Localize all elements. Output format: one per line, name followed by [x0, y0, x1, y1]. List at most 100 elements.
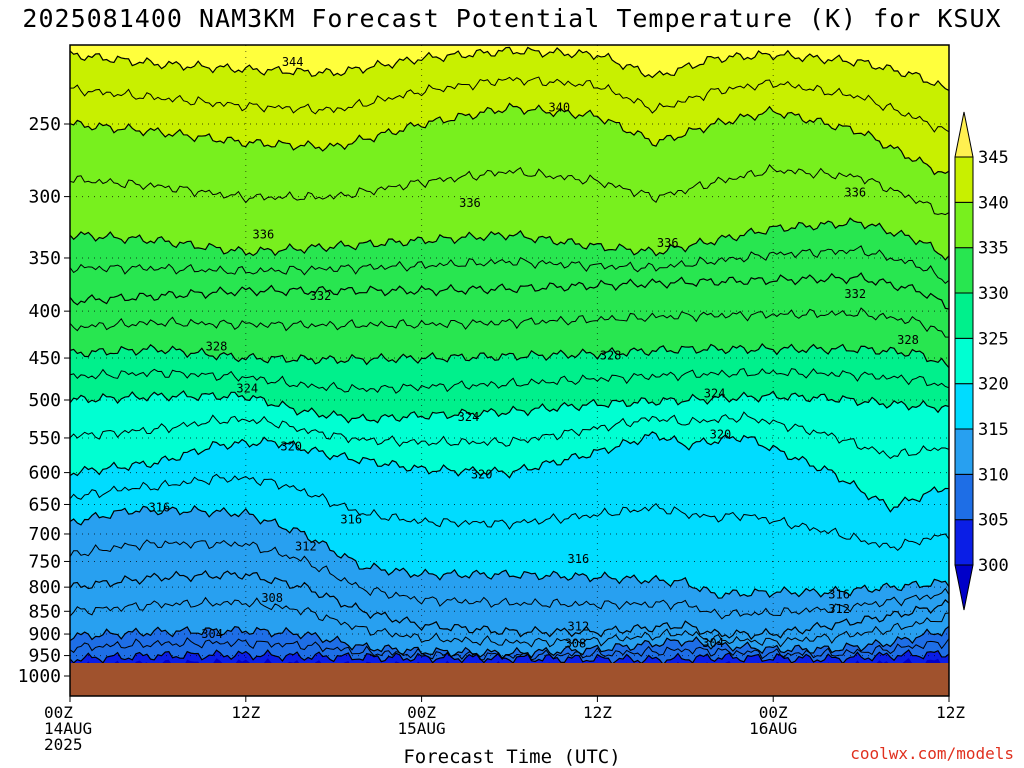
contour-label-320: 320 [710, 427, 732, 441]
colorbar-label-310: 310 [978, 465, 1009, 485]
isentrope-342 [70, 76, 949, 133]
contour-label-332: 332 [844, 287, 866, 301]
colorbar-segment-305 [954, 473, 974, 521]
isentrope-316 [70, 504, 949, 599]
contour-label-328: 328 [600, 348, 622, 362]
colorbar-segment-330 [954, 247, 974, 294]
y-tick-label-800: 800 [28, 577, 61, 598]
x-tick-label-0-1: 14AUG [44, 719, 92, 738]
x-axis-label: Forecast Time (UTC) [403, 746, 621, 768]
isentrope-306 [70, 637, 949, 661]
contour-label-320: 320 [471, 468, 493, 482]
contour-label-320: 320 [280, 440, 302, 454]
contour-label-336: 336 [459, 196, 481, 210]
contour-label-316: 316 [340, 512, 362, 526]
contour-label-332: 332 [310, 289, 332, 303]
isentrope-328 [70, 343, 949, 369]
isentrope-324 [70, 390, 949, 424]
isentrope-314 [70, 539, 949, 620]
isentrope-334 [70, 245, 949, 284]
isentrope-312 [70, 569, 949, 640]
contour-label-316: 316 [149, 501, 171, 515]
pressure-axis: 2503003504004505005506006507007508008509… [18, 114, 70, 687]
colorbar-label-330: 330 [978, 284, 1009, 304]
isentrope-332 [70, 272, 949, 310]
colorbar-segment-325 [954, 292, 974, 339]
credit-text: coolwx.com/models [850, 744, 1014, 763]
contour-label-328: 328 [206, 339, 228, 353]
y-tick-label-700: 700 [28, 524, 61, 545]
isentrope-340 [70, 102, 949, 176]
y-tick-label-650: 650 [28, 494, 61, 515]
colorbar-label-325: 325 [978, 329, 1009, 349]
colorbar-segment-340 [954, 156, 974, 203]
contour-label-340: 340 [548, 101, 570, 115]
terrain-layer [70, 663, 949, 696]
contour-label-312: 312 [295, 539, 317, 553]
contour-label-308: 308 [261, 591, 283, 605]
isentrope-330 [70, 307, 949, 338]
y-tick-label-300: 300 [28, 187, 61, 208]
x-tick-label-0-0: 00Z [44, 703, 73, 722]
contour-label-336: 336 [657, 236, 679, 250]
contour-label-344: 344 [282, 55, 304, 69]
x-tick-label-36-0: 12Z [583, 703, 612, 722]
colorbar-label-345: 345 [978, 148, 1009, 168]
contour-label-316: 316 [568, 552, 590, 566]
contour-label-336: 336 [844, 186, 866, 200]
contour-label-336: 336 [253, 228, 275, 242]
isentrope-304 [70, 649, 949, 666]
isentrope-336 [70, 217, 949, 261]
isentrope-318 [70, 473, 949, 552]
y-tick-label-950: 950 [28, 646, 61, 667]
y-tick-label-850: 850 [28, 601, 61, 622]
contour-label-304: 304 [702, 636, 724, 650]
contour-label-layer: 344 340 336 336 336 336 332 332 328 328 328 324 324 3… [149, 55, 919, 651]
y-tick-label-400: 400 [28, 301, 61, 322]
chart-title: 2025081400 NAM3KM Forecast Potential Tem… [22, 4, 1002, 33]
contour-label-324: 324 [458, 410, 480, 424]
colorbar-segment-315 [954, 383, 974, 430]
y-tick-label-450: 450 [28, 348, 61, 369]
colorbar-segment-335 [954, 201, 974, 249]
x-tick-label-12-0: 12Z [231, 703, 260, 722]
contour-label-316: 316 [828, 588, 850, 602]
colorbar-over-triangle [954, 111, 974, 158]
colorbar-under-triangle [954, 564, 974, 611]
isentrope-310 [70, 596, 949, 648]
y-tick-label-600: 600 [28, 463, 61, 484]
isentrope-308 [70, 625, 949, 660]
x-tick-label-24-1: 15AUG [398, 719, 446, 738]
colorbar-segment-300 [954, 519, 974, 566]
colorbar: 300 305 310 315 320 325 330 335 340 345 [954, 111, 1009, 611]
contour-label-324: 324 [704, 387, 726, 401]
contour-label-328: 328 [897, 333, 919, 347]
x-tick-label-48-1: 16AUG [749, 719, 797, 738]
y-tick-label-750: 750 [28, 551, 61, 572]
colorbar-label-305: 305 [978, 511, 1009, 531]
colorbar-label-340: 340 [978, 193, 1009, 213]
colorbar-label-335: 335 [978, 239, 1009, 259]
colorbar-segment-320 [954, 337, 974, 385]
y-tick-label-500: 500 [28, 390, 61, 411]
isentrope-326 [70, 368, 949, 394]
x-tick-label-24-0: 00Z [407, 703, 436, 722]
contour-label-308: 308 [565, 637, 587, 651]
isentrope-layer [70, 46, 949, 666]
isentrope-320 [70, 431, 949, 513]
colorbar-label-300: 300 [978, 556, 1009, 576]
isentrope-344 [70, 46, 949, 91]
y-tick-label-250: 250 [28, 114, 61, 135]
y-tick-label-350: 350 [28, 248, 61, 269]
x-tick-label-60-0: 12Z [936, 703, 965, 722]
y-tick-label-900: 900 [28, 624, 61, 645]
terrain-fill [70, 663, 949, 696]
colorbar-label-315: 315 [978, 420, 1009, 440]
x-tick-label-48-0: 00Z [759, 703, 788, 722]
isentrope-338 [70, 164, 949, 216]
contour-label-312: 312 [828, 602, 850, 616]
isentrope-322 [70, 411, 949, 460]
contour-label-324: 324 [236, 382, 258, 396]
